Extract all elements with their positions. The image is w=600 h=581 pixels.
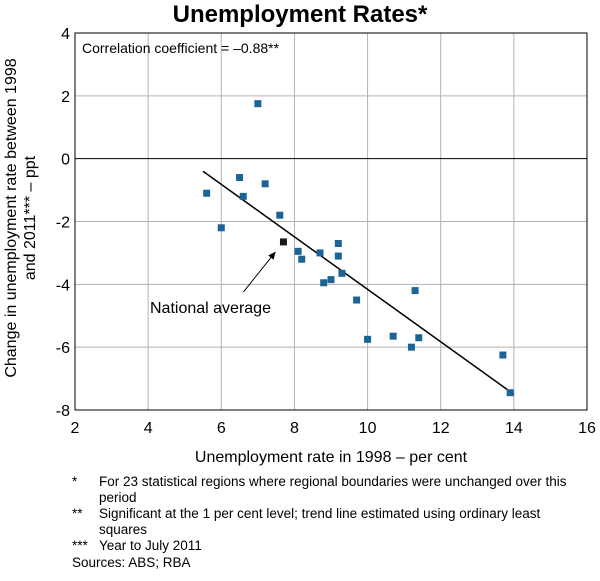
footnote-text: For 23 statistical regions where regiona… [99,474,567,505]
data-point [327,276,335,284]
data-point [261,180,269,188]
data-point [415,334,423,342]
data-point [334,239,342,247]
footnote: * For 23 statistical regions where regio… [72,474,592,506]
data-point [353,296,361,304]
x-tick-label: 6 [217,420,226,437]
data-point [338,269,346,277]
y-tick-label: -2 [56,215,70,232]
data-point [364,335,372,343]
x-tick-label: 8 [290,420,299,437]
data-point [411,287,419,295]
grid-lines [74,32,588,411]
footnote-mark: * [72,474,78,489]
tick-labels: 420-2-4-6-82 4 6 8 10 12 14 16 [56,26,596,437]
x-tick-label: 10 [359,420,377,437]
footnote-mark: *** [72,538,88,553]
x-axis-label: Unemployment rate in 1998 – per cent [194,449,468,466]
data-point [389,332,397,340]
y-tick-label: -6 [56,340,70,357]
footnote: *** Year to July 2011 [72,538,592,554]
data-point [294,247,302,255]
data-point [316,249,324,257]
x-tick-label: 14 [505,420,523,437]
data-point [320,279,328,287]
footnotes: * For 23 statistical regions where regio… [72,474,592,571]
data-point [239,192,247,200]
data-point [254,100,262,108]
x-tick-label: 2 [71,420,80,437]
trend-line [202,170,515,395]
data-point [334,252,342,260]
x-tick-label: 16 [578,420,596,437]
plot-area: Correlation coefficient = –0.88** Nationa… [82,40,515,397]
data-point [499,351,507,359]
y-tick-label: 0 [61,152,70,169]
chart-title: Unemployment Rates* [172,1,428,28]
data-point [203,189,211,197]
callout-arrow-line [243,251,276,293]
y-axis-label: Change in unemployment rate between 1998… [3,58,39,378]
x-tick-label: 4 [144,420,153,437]
national-average-label: National average [150,300,271,317]
footnote: ** Significant at the 1 per cent level; … [72,506,592,538]
footnote-mark: ** [72,506,83,521]
footnote-text: Year to July 2011 [99,538,202,553]
data-point [506,389,514,397]
correlation-annotation: Correlation coefficient = –0.88** [82,40,280,56]
national-average-point [279,238,287,246]
sources: Sources: ABS; RBA [72,555,191,570]
data-point [276,211,284,219]
data-point [298,255,306,263]
callout-arrow-head [268,251,276,260]
y-tick-label: -8 [56,403,70,420]
y-tick-label: 2 [61,89,70,106]
data-point [407,343,415,351]
y-tick-label: 4 [61,26,70,43]
data-point [236,174,244,182]
y-tick-label: -4 [56,277,70,294]
x-tick-label: 12 [432,420,450,437]
plot-frame [74,32,588,411]
data-point [217,224,225,232]
footnote-text: Significant at the 1 per cent level; tre… [99,506,541,537]
